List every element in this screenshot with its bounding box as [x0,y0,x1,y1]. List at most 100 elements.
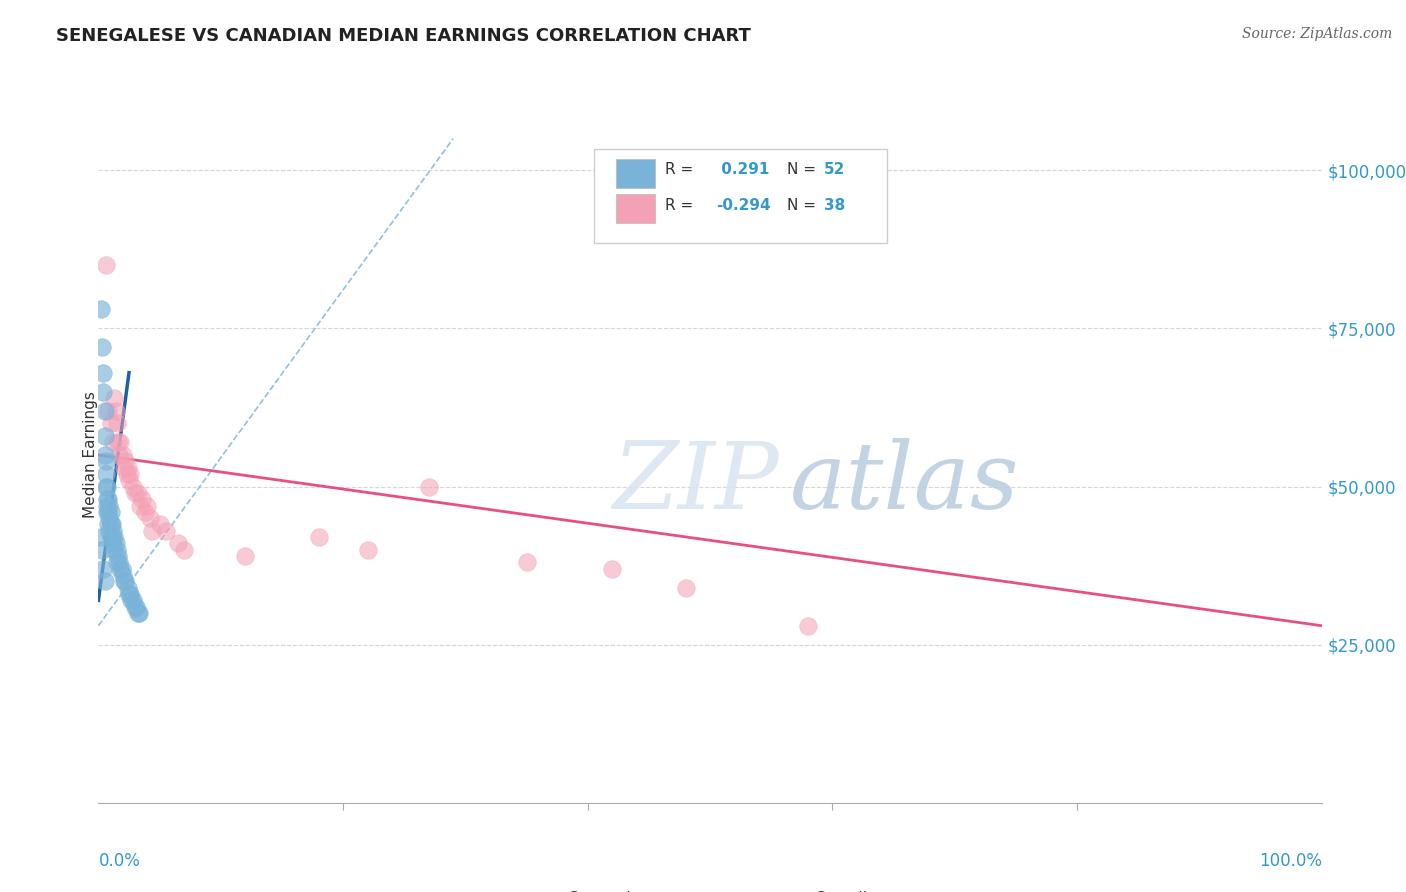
Point [120,467,142,481]
Point [121,479,143,493]
Point [515,556,537,570]
Point [124,486,146,500]
FancyBboxPatch shape [769,887,808,892]
Text: 0.0%: 0.0% [98,852,141,870]
Point [120,587,142,601]
Point [149,517,172,532]
Text: 38: 38 [824,198,845,213]
Point [101,536,124,550]
Point [101,530,124,544]
Point [124,599,146,614]
Point [91,384,114,399]
Point [136,499,159,513]
Point [96,479,118,493]
Text: R =: R = [665,162,697,178]
Point [94,479,117,493]
Point [96,505,118,519]
Point [108,448,131,462]
Point [129,499,152,513]
Point [111,448,134,462]
Point [100,517,122,532]
Point [118,587,141,601]
Point [104,403,127,417]
Point [91,366,114,380]
FancyBboxPatch shape [616,194,655,223]
Point [114,454,136,468]
Point [97,517,120,532]
Point [108,556,131,570]
Point [233,549,256,563]
Point [111,562,134,576]
Point [121,593,143,607]
Point [127,606,149,620]
Text: 100.0%: 100.0% [1258,852,1322,870]
Y-axis label: Median Earnings: Median Earnings [83,392,97,518]
Point [107,549,129,563]
Point [125,599,148,614]
Text: ZIP: ZIP [612,438,779,528]
Point [96,499,118,513]
Point [114,574,136,589]
Point [110,562,132,576]
Point [115,467,138,481]
Point [128,606,150,620]
Point [100,505,122,519]
Point [112,460,135,475]
Point [91,542,114,557]
Point [105,417,128,431]
FancyBboxPatch shape [524,887,564,892]
Point [797,618,820,632]
Point [94,454,117,468]
Point [93,448,115,462]
Text: SENEGALESE VS CANADIAN MEDIAN EARNINGS CORRELATION CHART: SENEGALESE VS CANADIAN MEDIAN EARNINGS C… [56,27,751,45]
Point [167,536,190,550]
Point [131,492,153,507]
Point [141,524,163,538]
Point [98,499,121,513]
Point [100,530,122,544]
Point [101,524,124,538]
Point [103,391,125,405]
FancyBboxPatch shape [593,149,887,243]
Point [103,542,125,557]
Point [105,556,128,570]
Point [173,542,195,557]
Point [98,524,121,538]
Point [94,467,117,481]
FancyBboxPatch shape [616,159,655,188]
Point [418,479,440,493]
Point [100,417,122,431]
Point [96,492,118,507]
Point [107,435,129,450]
Point [104,536,127,550]
Point [675,581,697,595]
Point [155,524,177,538]
Point [93,403,115,417]
Point [111,568,134,582]
Point [120,593,142,607]
Text: N =: N = [787,162,821,178]
Point [97,403,120,417]
Point [91,340,114,354]
Point [94,258,117,272]
Text: 0.291: 0.291 [716,162,769,178]
Text: N =: N = [787,198,821,213]
Point [101,435,124,450]
Point [600,562,623,576]
Point [105,542,128,557]
Text: Source: ZipAtlas.com: Source: ZipAtlas.com [1241,27,1392,41]
Point [97,492,120,507]
Point [97,505,120,519]
Point [103,530,125,544]
Point [112,574,135,589]
Point [93,429,115,443]
Point [91,562,114,576]
Point [308,530,330,544]
Point [356,542,378,557]
Point [98,511,121,525]
Text: -0.294: -0.294 [716,198,770,213]
Point [90,302,112,317]
Point [110,435,132,450]
Point [117,581,139,595]
Text: R =: R = [665,198,697,213]
